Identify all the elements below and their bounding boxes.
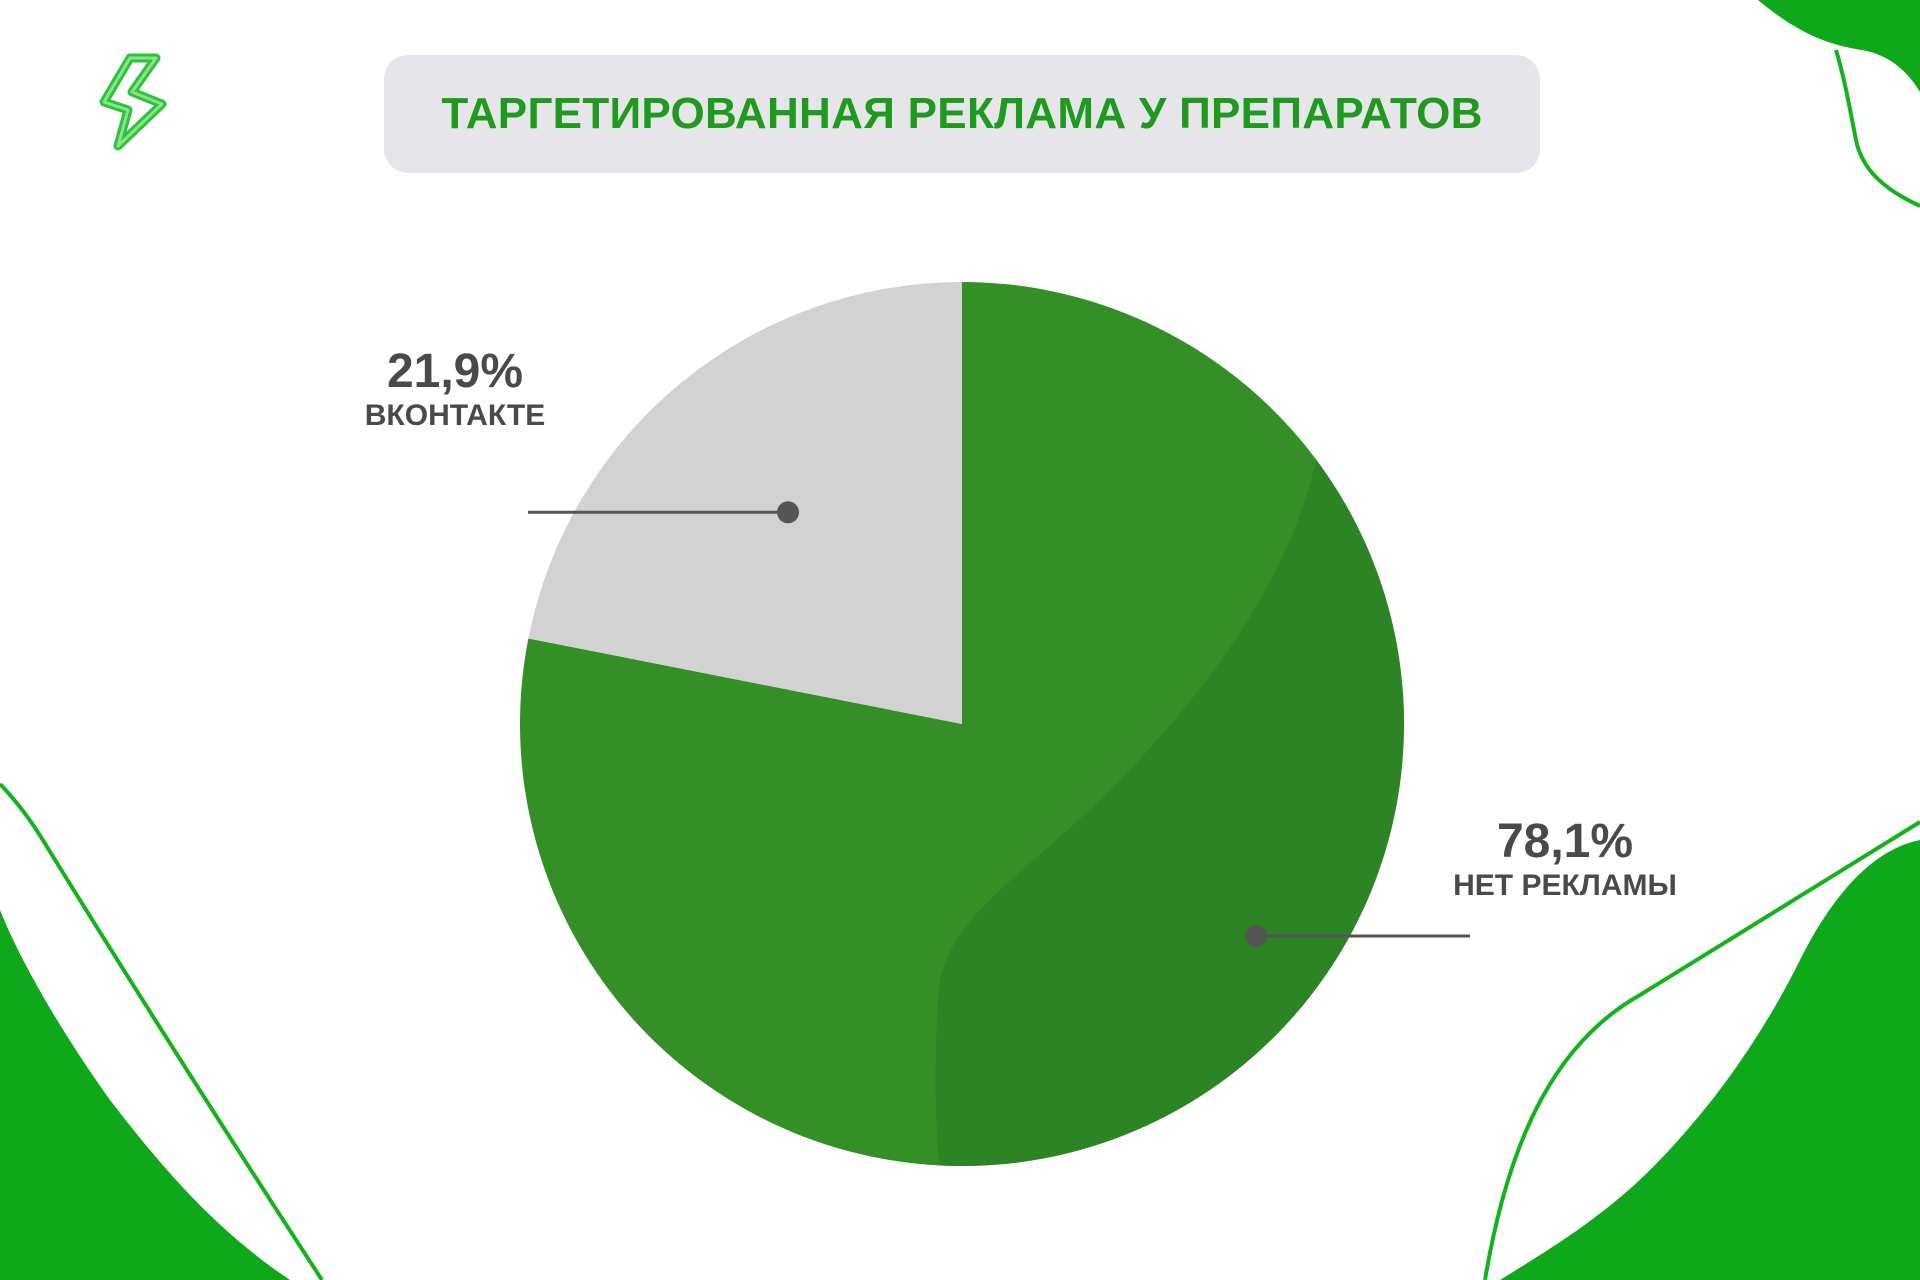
callout-no-ads-percent: 78,1% [1496,815,1634,868]
page-title: ТАРГЕТИРОВАННАЯ РЕКЛАМА У ПРЕПАРАТОВ [441,89,1483,138]
callout-vkontakte-percent: 21,9% [386,345,524,398]
pie-slice-0-shading [935,440,1404,1166]
pie-slice-1 [528,282,962,724]
callout-no-ads: 78,1% НЕТ РЕКЛАМЫ [1440,816,1690,904]
title-banner: ТАРГЕТИРОВАННАЯ РЕКЛАМА У ПРЕПАРАТОВ [384,55,1540,173]
decor-outline-bottom-left [0,782,324,1280]
decor-leaf-top-right [1758,0,1920,92]
callout-no-ads-label: НЕТ РЕКЛАМЫ [1453,869,1677,902]
decor-outline-bottom-right [1483,820,1920,1280]
leader-line-no-ads-dot [1245,925,1267,947]
leader-line-vkontakte-dot [777,501,799,524]
callout-vkontakte: 21,9% ВКОНТАКТЕ [335,346,575,434]
decor-leaf-bottom-left [0,910,290,1280]
decor-leaf-bottom-right [1500,840,1920,1280]
lightning-bolt-icon [99,53,167,151]
callout-vkontakte-label: ВКОНТАКТЕ [364,399,546,432]
decor-outline-top-right [1834,49,1920,208]
